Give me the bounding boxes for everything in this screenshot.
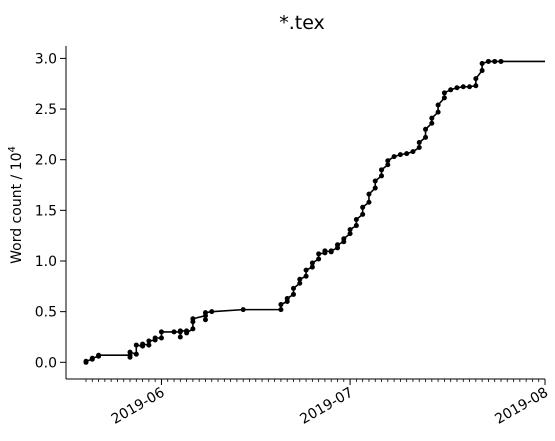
data-point <box>410 149 416 155</box>
data-point <box>347 227 353 233</box>
data-point <box>278 302 284 308</box>
data-point <box>379 167 385 173</box>
data-point <box>479 68 485 74</box>
data-point <box>158 329 164 335</box>
data-point <box>303 273 309 279</box>
data-point <box>391 154 397 160</box>
chart-title: *.tex <box>279 12 325 34</box>
data-point <box>423 126 429 132</box>
series-group <box>83 58 545 365</box>
data-point <box>454 85 460 91</box>
y-axis-label-text: Word count / 10 <box>9 153 25 264</box>
data-point <box>83 358 89 364</box>
y-tick-label: 3.0 <box>35 51 57 67</box>
x-minor-ticks <box>85 379 546 382</box>
data-point <box>184 330 190 336</box>
y-tick-label: 2.0 <box>35 153 57 169</box>
data-point <box>309 264 315 270</box>
x-tick-label: 2019-08 <box>492 385 551 428</box>
data-point <box>316 256 322 262</box>
data-point <box>423 134 429 140</box>
data-point <box>146 342 152 348</box>
data-point <box>133 351 139 357</box>
data-point <box>158 335 164 341</box>
data-point <box>209 309 215 315</box>
data-point <box>479 60 485 66</box>
x-tick-label: 2019-06 <box>109 385 168 428</box>
series-line <box>85 60 545 363</box>
data-point <box>328 248 334 254</box>
data-point <box>177 328 183 334</box>
data-point <box>435 109 441 115</box>
data-point <box>473 76 479 82</box>
data-point <box>379 173 385 179</box>
data-point <box>416 139 422 145</box>
data-point <box>133 342 139 348</box>
data-point <box>240 307 246 313</box>
data-point <box>290 291 296 297</box>
data-point <box>303 267 309 273</box>
data-point <box>460 84 466 90</box>
data-point <box>278 307 284 313</box>
data-point <box>467 84 473 90</box>
data-point <box>146 338 152 344</box>
data-point <box>202 317 208 323</box>
data-point <box>441 95 447 101</box>
data-point <box>435 102 441 108</box>
y-tick-label: 2.5 <box>35 102 57 118</box>
data-point <box>297 280 303 286</box>
y-tick-label: 1.5 <box>35 203 57 219</box>
y-axis-label: Word count / 104 <box>7 146 25 264</box>
data-point <box>341 236 347 242</box>
data-point <box>372 178 378 184</box>
data-point <box>127 349 133 355</box>
data-point <box>485 58 491 64</box>
data-point <box>284 295 290 301</box>
data-point <box>152 335 158 341</box>
data-point <box>448 87 454 93</box>
data-point <box>297 276 303 282</box>
data-point <box>171 329 177 335</box>
y-tick-label: 1.0 <box>35 254 57 270</box>
data-point <box>397 152 403 158</box>
data-point <box>353 223 359 229</box>
data-point <box>202 310 208 316</box>
data-point <box>366 199 372 205</box>
data-point <box>429 120 435 126</box>
x-ticks: 2019-06 2019-07 2019-08 <box>109 379 551 428</box>
data-point <box>385 158 391 164</box>
y-tick-label: 0.0 <box>35 355 57 371</box>
data-point <box>473 83 479 89</box>
data-point <box>441 90 447 96</box>
data-point <box>322 248 328 254</box>
data-point <box>96 352 102 358</box>
data-point <box>492 58 498 64</box>
data-point <box>335 242 341 248</box>
data-point <box>140 341 146 347</box>
data-point <box>498 58 504 64</box>
data-point <box>290 285 296 291</box>
y-ticks: 0.0 0.5 1.0 1.5 2.0 2.5 3.0 <box>35 51 66 371</box>
data-point <box>190 326 196 332</box>
data-point <box>416 145 422 151</box>
data-point <box>372 185 378 191</box>
data-point <box>429 115 435 121</box>
data-point <box>309 260 315 266</box>
x-tick-label: 2019-07 <box>297 385 356 428</box>
data-point <box>316 251 322 257</box>
data-point <box>190 316 196 322</box>
y-tick-label: 0.5 <box>35 305 57 321</box>
data-point <box>127 354 133 360</box>
data-point <box>89 355 95 361</box>
data-point <box>177 334 183 340</box>
data-point <box>347 231 353 237</box>
data-point <box>385 162 391 168</box>
y-axis-label-exponent: 4 <box>7 146 18 152</box>
data-point <box>360 211 366 217</box>
data-point <box>404 151 410 157</box>
data-point <box>366 191 372 197</box>
data-point <box>353 216 359 222</box>
data-point <box>360 204 366 210</box>
